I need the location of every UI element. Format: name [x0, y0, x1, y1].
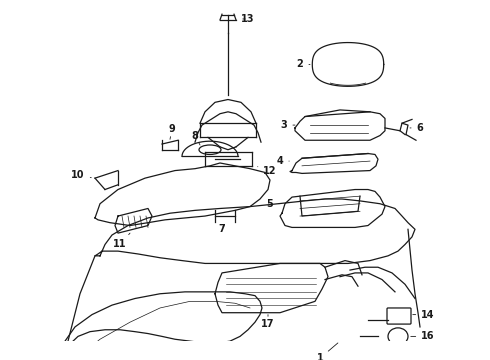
Text: 8: 8 [192, 131, 200, 145]
Text: 14: 14 [413, 310, 435, 320]
Text: 1: 1 [317, 343, 338, 360]
Text: 9: 9 [169, 124, 175, 139]
Text: 12: 12 [258, 166, 277, 176]
Text: 7: 7 [219, 224, 225, 234]
Text: 6: 6 [410, 123, 423, 133]
Text: 10: 10 [71, 170, 91, 180]
Text: 17: 17 [261, 315, 275, 329]
Text: 3: 3 [281, 120, 295, 130]
Text: 13: 13 [241, 14, 255, 24]
Text: 11: 11 [113, 233, 130, 249]
Text: 15: 15 [0, 359, 1, 360]
Text: 16: 16 [411, 332, 435, 341]
Text: 2: 2 [296, 59, 310, 69]
Text: 5: 5 [267, 199, 279, 209]
Text: 4: 4 [277, 156, 289, 166]
